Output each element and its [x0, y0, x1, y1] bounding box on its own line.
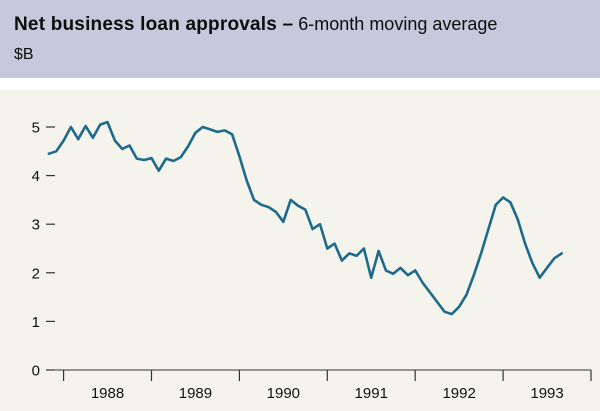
y-tick-label: 2: [32, 265, 40, 282]
x-tick-label: 1993: [530, 385, 563, 402]
y-tick-label: 5: [32, 120, 40, 137]
y-tick-label: 0: [32, 363, 40, 380]
x-tick-label: 1991: [355, 385, 388, 402]
chart-header: Net business loan approvals –6-month mov…: [0, 0, 600, 78]
x-tick-label: 1990: [267, 385, 300, 402]
y-tick-label: 4: [32, 168, 40, 185]
chart-subtitle: 6-month moving average: [298, 14, 498, 34]
y-tick-label: 1: [32, 314, 40, 331]
y-axis: 0 1 2 3 4 5: [32, 120, 55, 380]
x-tick-label: 1989: [179, 385, 212, 402]
x-tick-label: 1988: [91, 385, 124, 402]
chart-title-line: Net business loan approvals –6-month mov…: [14, 11, 586, 39]
x-axis: 1988 1989 1990 1991 1992 1993: [46, 369, 592, 402]
y-axis-unit-label: $B: [14, 46, 34, 63]
x-tick-label: 1992: [442, 385, 475, 402]
line-chart: 0 1 2 3 4 5 1988 1989 1990 1991 1992 1993: [32, 120, 592, 402]
data-line: [47, 120, 564, 316]
y-tick-label: 3: [32, 217, 40, 234]
plot-area: 0 1 2 3 4 5 1988 1989 1990 1991 1992 1993: [0, 90, 600, 411]
chart-title: Net business loan approvals –: [14, 14, 294, 35]
